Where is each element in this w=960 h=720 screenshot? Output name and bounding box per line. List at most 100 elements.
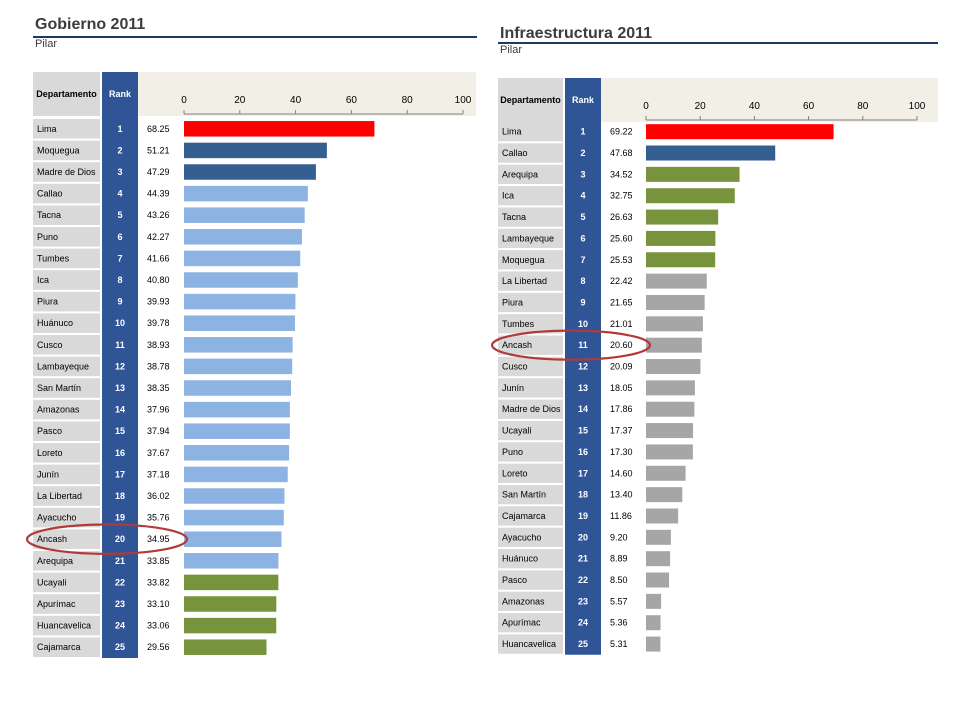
rank-label: 9 bbox=[117, 297, 122, 307]
bar bbox=[646, 188, 735, 204]
bar bbox=[646, 444, 693, 460]
value-label: 41.66 bbox=[147, 253, 170, 263]
dept-cell bbox=[498, 634, 563, 654]
bar bbox=[184, 553, 279, 569]
bar bbox=[184, 207, 305, 223]
rank-label: 10 bbox=[115, 318, 125, 328]
dept-cell bbox=[33, 248, 100, 269]
bar bbox=[646, 551, 671, 567]
bar bbox=[184, 531, 282, 547]
value-label: 25.60 bbox=[610, 233, 633, 243]
dept-label: Lambayeque bbox=[37, 361, 89, 371]
dept-cell bbox=[498, 186, 563, 206]
chart-title: Infraestructura 2011 bbox=[500, 25, 653, 42]
header-departamento: Departamento bbox=[36, 89, 97, 99]
dept-label: Amazonas bbox=[502, 596, 545, 606]
dept-label: Junín bbox=[37, 469, 59, 479]
value-label: 8.89 bbox=[610, 554, 628, 564]
dept-label: Lima bbox=[37, 124, 57, 134]
bar bbox=[646, 636, 661, 652]
rank-label: 5 bbox=[580, 212, 585, 222]
bar bbox=[646, 124, 834, 140]
dept-cell bbox=[498, 314, 563, 334]
dept-cell bbox=[33, 464, 100, 485]
rank-label: 13 bbox=[578, 383, 588, 393]
rank-label: 17 bbox=[115, 469, 125, 479]
dept-cell bbox=[33, 529, 100, 549]
dept-label: Tacna bbox=[502, 212, 526, 222]
bar bbox=[646, 615, 661, 631]
value-label: 34.95 bbox=[147, 534, 170, 544]
bar bbox=[184, 466, 288, 483]
bar bbox=[184, 293, 296, 310]
bar bbox=[646, 337, 702, 353]
value-label: 11.86 bbox=[610, 511, 632, 521]
bar bbox=[646, 423, 694, 439]
value-label: 20.09 bbox=[610, 362, 633, 372]
dept-cell bbox=[498, 228, 563, 249]
dept-cell bbox=[33, 443, 100, 463]
dept-label: Pasco bbox=[37, 426, 62, 436]
bar bbox=[184, 488, 285, 504]
dept-label: Puno bbox=[502, 447, 523, 457]
header-rank: Rank bbox=[572, 95, 595, 105]
bar bbox=[184, 380, 291, 396]
bar bbox=[646, 316, 703, 332]
dept-cell bbox=[498, 506, 563, 526]
x-tick-label: 0 bbox=[181, 95, 187, 106]
rank-label: 7 bbox=[117, 253, 122, 263]
bar bbox=[646, 145, 776, 161]
bar bbox=[184, 164, 316, 180]
dept-label: Piura bbox=[37, 297, 58, 307]
bar bbox=[184, 229, 302, 245]
rank-label: 21 bbox=[115, 556, 125, 566]
dept-label: Ucayali bbox=[37, 577, 67, 587]
dept-label: Ayacucho bbox=[502, 532, 541, 542]
dept-cell bbox=[33, 356, 100, 377]
rank-label: 11 bbox=[578, 340, 588, 350]
dept-label: Huánuco bbox=[37, 318, 73, 328]
rank-label: 15 bbox=[115, 426, 125, 436]
rank-label: 24 bbox=[115, 621, 125, 631]
header-departamento: Departamento bbox=[500, 95, 561, 105]
dept-cell bbox=[498, 356, 563, 377]
title-rule bbox=[498, 42, 938, 44]
value-label: 33.82 bbox=[147, 577, 170, 587]
rank-label: 5 bbox=[117, 210, 122, 220]
rank-label: 4 bbox=[117, 189, 122, 199]
bar bbox=[646, 572, 670, 588]
dept-cell bbox=[33, 335, 100, 355]
value-label: 39.78 bbox=[147, 318, 170, 328]
dept-cell bbox=[498, 613, 563, 633]
value-label: 38.35 bbox=[147, 383, 170, 393]
dept-label: Tumbes bbox=[502, 319, 535, 329]
dept-cell bbox=[498, 420, 563, 441]
rank-label: 23 bbox=[578, 596, 588, 606]
rank-label: 16 bbox=[115, 448, 125, 458]
x-tick-label: 20 bbox=[234, 95, 246, 106]
dept-cell bbox=[33, 486, 100, 506]
value-label: 5.36 bbox=[610, 618, 628, 628]
dept-label: Ucayali bbox=[502, 426, 532, 436]
x-tick-label: 100 bbox=[909, 101, 926, 112]
bar bbox=[184, 596, 277, 612]
bar bbox=[184, 337, 293, 353]
x-tick-label: 80 bbox=[857, 101, 869, 112]
dept-label: Junín bbox=[502, 383, 524, 393]
bar bbox=[646, 401, 695, 417]
dept-label: Cajamarca bbox=[37, 642, 81, 652]
dept-label: Madre de Dios bbox=[37, 167, 96, 177]
title-rule bbox=[33, 36, 477, 38]
rank-label: 22 bbox=[115, 577, 125, 587]
value-label: 39.93 bbox=[147, 297, 170, 307]
highlight-ellipse bbox=[490, 329, 652, 361]
value-label: 8.50 bbox=[610, 575, 628, 585]
value-label: 25.53 bbox=[610, 255, 633, 265]
dept-label: Loreto bbox=[37, 448, 63, 458]
dept-label: Pasco bbox=[502, 575, 527, 585]
dept-label: Madre de Dios bbox=[502, 404, 561, 414]
rank-label: 9 bbox=[580, 297, 585, 307]
dept-label: Tumbes bbox=[37, 253, 70, 263]
dept-cell bbox=[498, 570, 563, 590]
dept-cell bbox=[498, 143, 563, 163]
